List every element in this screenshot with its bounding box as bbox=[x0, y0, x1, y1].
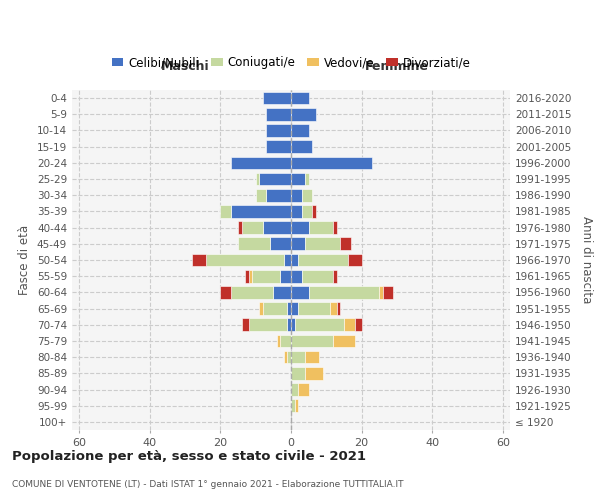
Bar bbox=[291, 334, 334, 347]
Bar bbox=[248, 270, 252, 282]
Bar bbox=[291, 189, 302, 202]
Bar bbox=[270, 238, 291, 250]
Bar bbox=[291, 222, 308, 234]
Bar bbox=[266, 140, 291, 153]
Text: Popolazione per età, sesso e stato civile - 2021: Popolazione per età, sesso e stato civil… bbox=[12, 450, 366, 463]
Bar bbox=[291, 400, 295, 412]
Bar bbox=[337, 302, 340, 315]
Bar bbox=[291, 172, 305, 186]
Y-axis label: Fasce di età: Fasce di età bbox=[19, 225, 31, 295]
Bar bbox=[334, 270, 337, 282]
Bar bbox=[220, 286, 231, 298]
Text: COMUNE DI VENTOTENE (LT) - Dati ISTAT 1° gennaio 2021 - Elaborazione TUTTITALIA.: COMUNE DI VENTOTENE (LT) - Dati ISTAT 1°… bbox=[12, 480, 404, 489]
Bar bbox=[248, 318, 287, 331]
Bar bbox=[383, 286, 394, 298]
Bar bbox=[302, 189, 312, 202]
Bar bbox=[291, 156, 372, 169]
Bar bbox=[305, 172, 308, 186]
Bar bbox=[206, 254, 284, 266]
Bar bbox=[192, 254, 206, 266]
Bar bbox=[334, 222, 337, 234]
Bar bbox=[291, 124, 308, 137]
Bar bbox=[231, 286, 274, 298]
Bar bbox=[302, 205, 312, 218]
Bar bbox=[355, 318, 362, 331]
Bar bbox=[242, 222, 263, 234]
Bar bbox=[287, 302, 291, 315]
Bar bbox=[302, 270, 334, 282]
Bar bbox=[284, 351, 287, 364]
Text: Maschi: Maschi bbox=[161, 60, 209, 73]
Bar bbox=[284, 254, 291, 266]
Bar bbox=[298, 254, 347, 266]
Bar bbox=[291, 351, 305, 364]
Bar bbox=[252, 270, 280, 282]
Bar bbox=[263, 222, 291, 234]
Bar bbox=[220, 205, 231, 218]
Text: Femmine: Femmine bbox=[365, 60, 429, 73]
Bar bbox=[245, 270, 248, 282]
Bar bbox=[298, 302, 330, 315]
Bar bbox=[291, 254, 298, 266]
Bar bbox=[291, 383, 298, 396]
Bar bbox=[287, 318, 291, 331]
Bar bbox=[287, 351, 291, 364]
Bar bbox=[291, 238, 305, 250]
Bar bbox=[263, 302, 287, 315]
Bar bbox=[291, 140, 312, 153]
Bar bbox=[291, 367, 305, 380]
Bar bbox=[231, 205, 291, 218]
Bar bbox=[330, 302, 337, 315]
Bar bbox=[259, 172, 291, 186]
Bar bbox=[295, 318, 344, 331]
Bar bbox=[305, 351, 319, 364]
Bar bbox=[277, 334, 280, 347]
Bar bbox=[231, 156, 291, 169]
Bar bbox=[256, 189, 266, 202]
Bar bbox=[259, 302, 263, 315]
Bar bbox=[274, 286, 291, 298]
Bar bbox=[266, 108, 291, 120]
Bar bbox=[291, 205, 302, 218]
Bar bbox=[266, 189, 291, 202]
Bar bbox=[379, 286, 383, 298]
Bar bbox=[291, 318, 295, 331]
Bar bbox=[347, 254, 362, 266]
Bar bbox=[256, 172, 259, 186]
Bar bbox=[238, 222, 242, 234]
Bar bbox=[308, 222, 334, 234]
Bar bbox=[295, 400, 298, 412]
Bar bbox=[238, 238, 270, 250]
Y-axis label: Anni di nascita: Anni di nascita bbox=[580, 216, 593, 304]
Bar bbox=[291, 270, 302, 282]
Bar bbox=[291, 92, 308, 104]
Bar bbox=[291, 108, 316, 120]
Bar bbox=[280, 270, 291, 282]
Bar bbox=[242, 318, 248, 331]
Bar bbox=[263, 92, 291, 104]
Bar bbox=[305, 238, 340, 250]
Legend: Celibi/Nubili, Coniugati/e, Vedovi/e, Divorziati/e: Celibi/Nubili, Coniugati/e, Vedovi/e, Di… bbox=[107, 52, 475, 74]
Bar bbox=[305, 367, 323, 380]
Bar bbox=[280, 334, 291, 347]
Bar bbox=[344, 318, 355, 331]
Bar bbox=[291, 302, 298, 315]
Bar bbox=[291, 286, 308, 298]
Bar bbox=[266, 124, 291, 137]
Bar bbox=[334, 334, 355, 347]
Bar bbox=[308, 286, 379, 298]
Bar bbox=[312, 205, 316, 218]
Bar bbox=[340, 238, 351, 250]
Bar bbox=[298, 383, 308, 396]
